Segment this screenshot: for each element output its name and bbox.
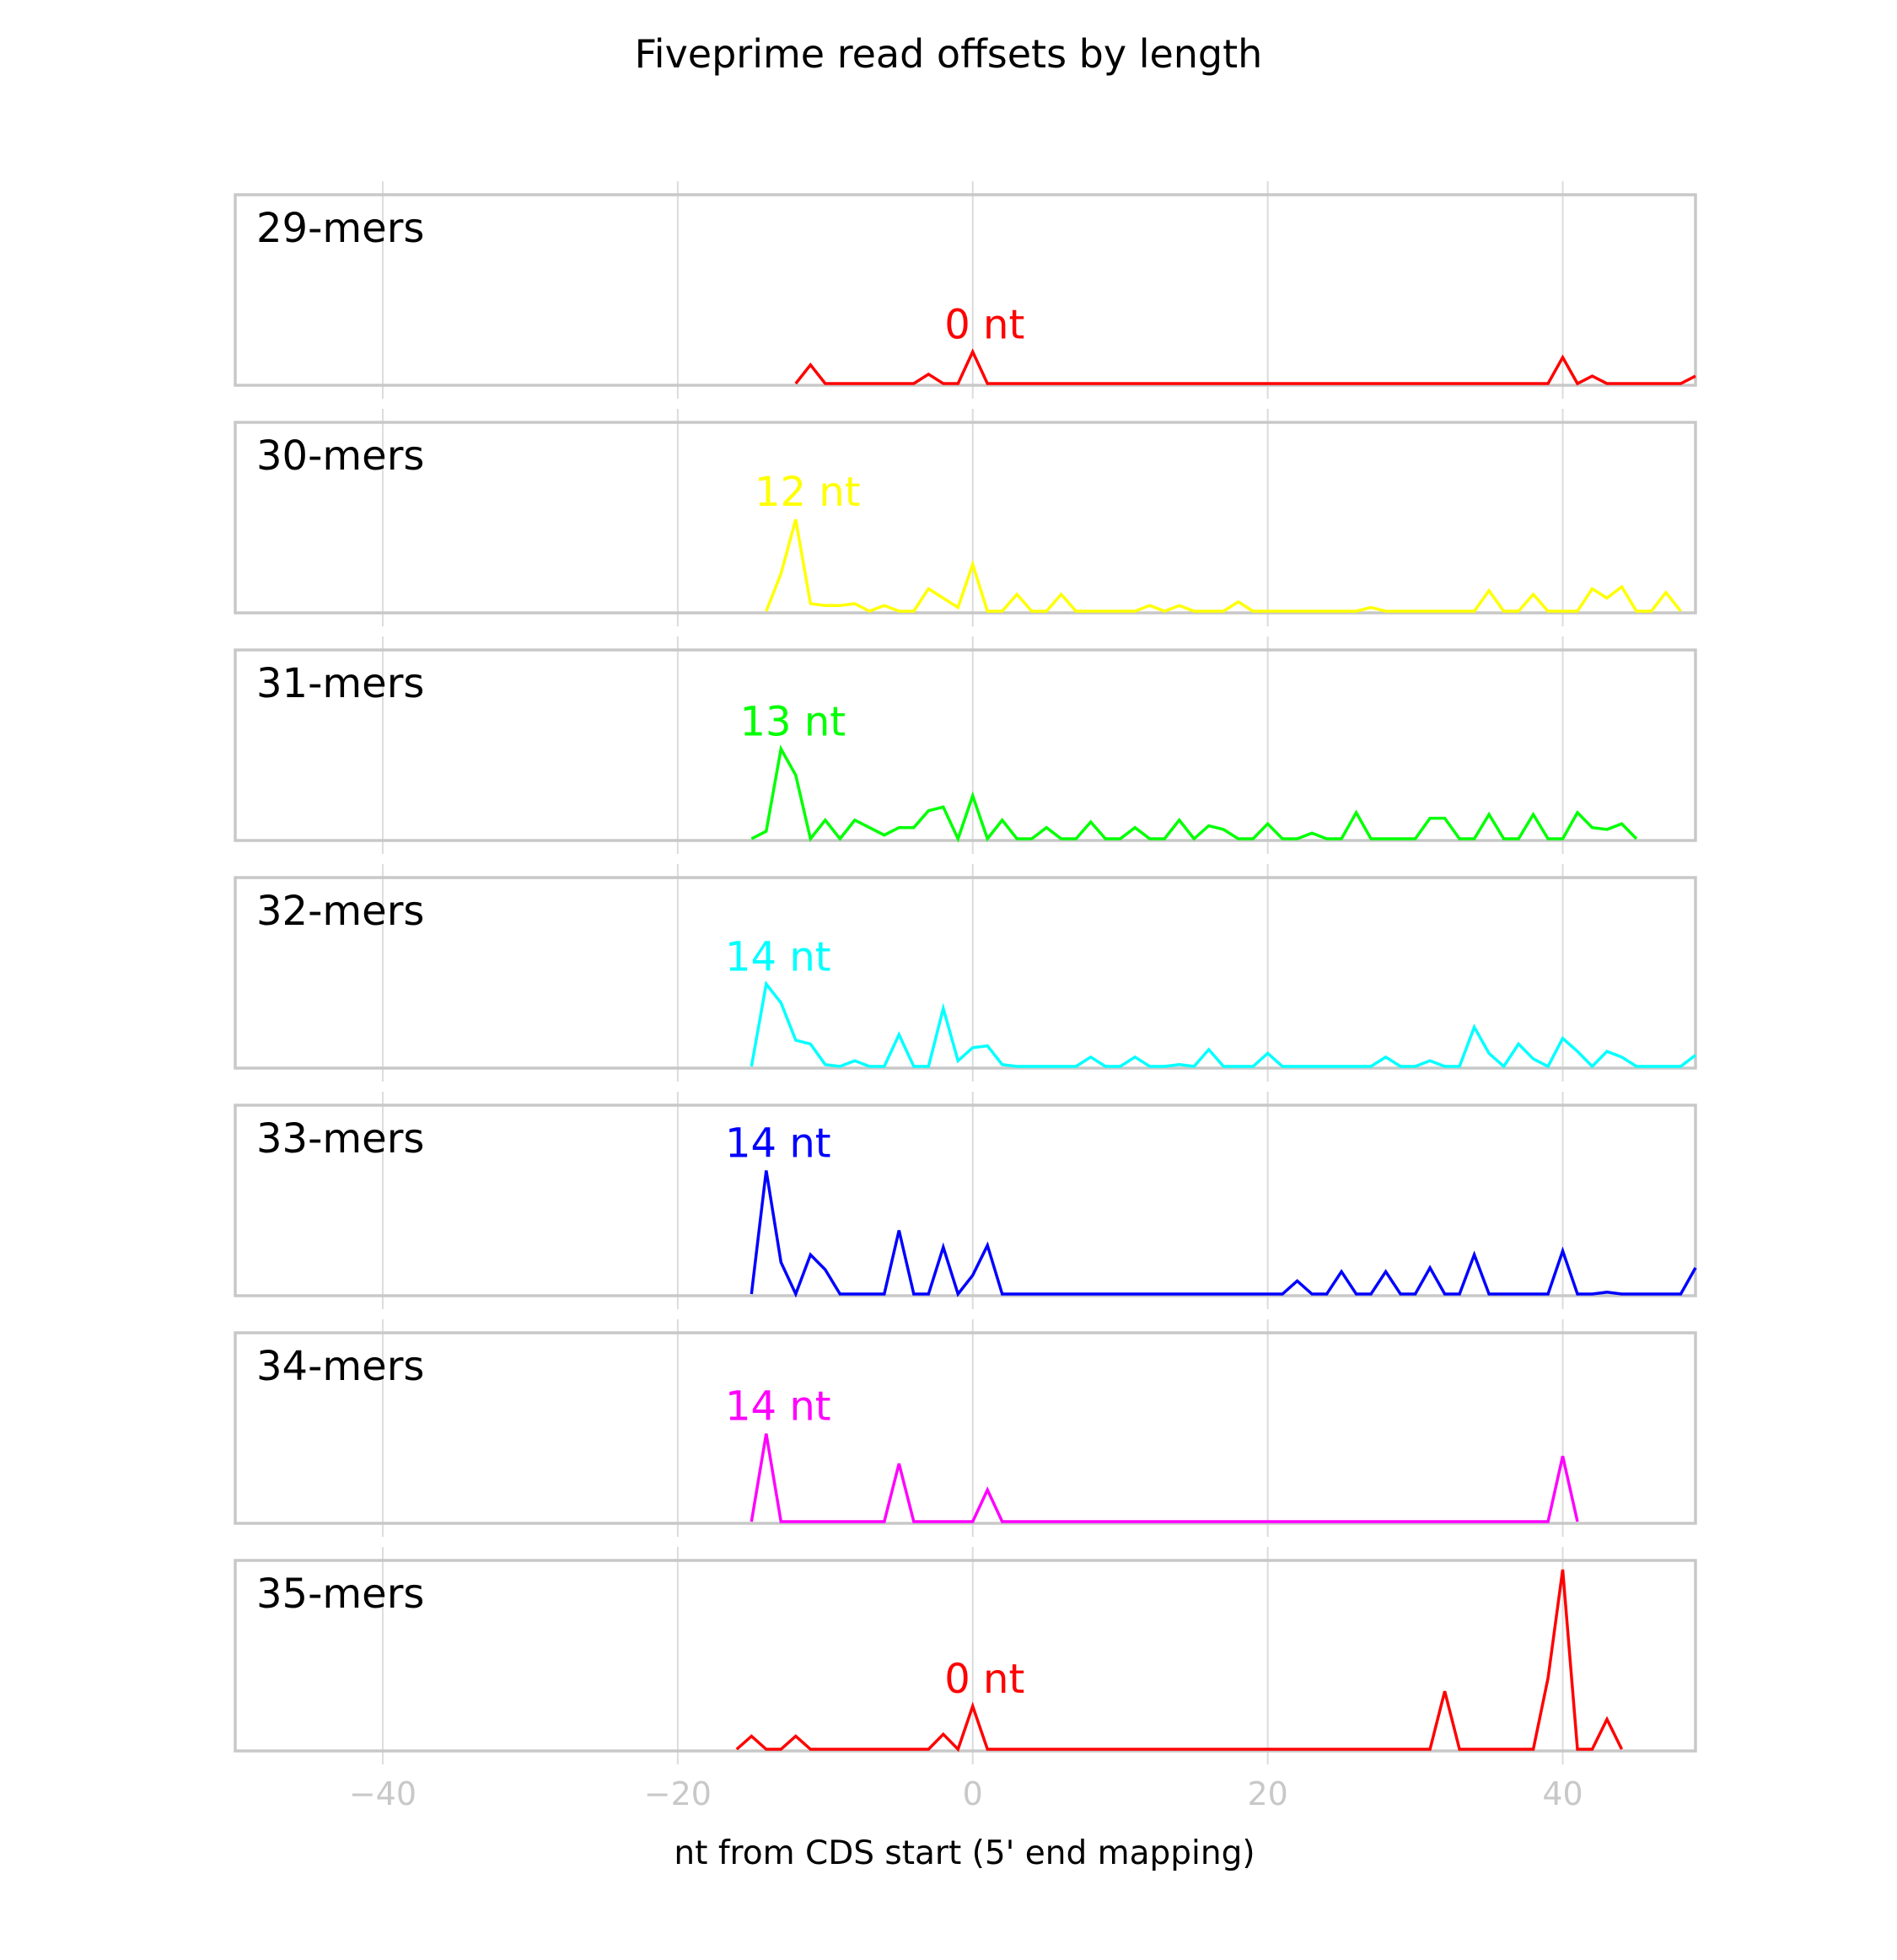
- panel-32-mers: 32-mers 14 nt: [234, 876, 1697, 1070]
- panel-frame: [234, 193, 1697, 387]
- panel-label: 32-mers: [256, 888, 424, 935]
- series-line-35-mers: [735, 1569, 1624, 1753]
- panel-label: 30-mers: [256, 432, 424, 480]
- peak-label: 0 nt: [944, 1656, 1024, 1703]
- series-line-31-mers: [750, 744, 1638, 843]
- panel-label: 31-mers: [256, 660, 424, 707]
- peak-label: 12 nt: [755, 469, 861, 516]
- panel-frame: [234, 421, 1697, 615]
- x-tick-label: −40: [349, 1775, 416, 1812]
- peak-label: 14 nt: [725, 1120, 831, 1167]
- series-line-34-mers: [750, 1433, 1579, 1523]
- peak-label: 14 nt: [725, 1383, 831, 1431]
- panel-label: 34-mers: [256, 1343, 424, 1390]
- panel-29-mers: 29-mers 0 nt: [234, 193, 1697, 387]
- peak-label: 14 nt: [725, 933, 831, 980]
- panel-frame: [234, 1104, 1697, 1297]
- panel-frame: [234, 1331, 1697, 1525]
- panel-label: 35-mers: [256, 1571, 424, 1618]
- series-line-30-mers: [765, 518, 1682, 613]
- panel-label: 29-mers: [256, 205, 424, 252]
- panel-frame: [234, 1559, 1697, 1753]
- series-line-32-mers: [750, 980, 1697, 1069]
- x-axis-ticks: −40 −20 0 20 40: [349, 1775, 1583, 1812]
- chart-title: Fiveprime read offsets by length: [635, 31, 1263, 77]
- x-tick-label: 40: [1542, 1775, 1583, 1812]
- x-axis-label: nt from CDS start (5' end mapping): [674, 1834, 1255, 1872]
- panel-31-mers: 31-mers 13 nt: [234, 648, 1697, 843]
- grid-layer: [381, 181, 1564, 1764]
- panel-label: 33-mers: [256, 1115, 424, 1163]
- x-tick-label: 0: [963, 1775, 983, 1812]
- panel-35-mers: 35-mers 0 nt: [234, 1559, 1697, 1753]
- panel-34-mers: 34-mers 14 nt: [234, 1331, 1697, 1525]
- x-tick-label: −20: [644, 1775, 712, 1812]
- peak-label: 0 nt: [944, 301, 1024, 348]
- panel-30-mers: 30-mers 12 nt: [234, 421, 1697, 615]
- panel-frame: [234, 648, 1697, 842]
- panel-frame: [234, 876, 1697, 1070]
- panel-33-mers: 33-mers 14 nt: [234, 1104, 1697, 1298]
- x-tick-label: 20: [1247, 1775, 1287, 1812]
- panels-layer: 29-mers 0 nt 30-mers 12 nt 31-mers 13 nt 32-me…: [234, 193, 1697, 1753]
- series-line-33-mers: [750, 1170, 1697, 1298]
- peak-label: 13 nt: [740, 698, 846, 745]
- series-line-29-mers: [794, 348, 1696, 386]
